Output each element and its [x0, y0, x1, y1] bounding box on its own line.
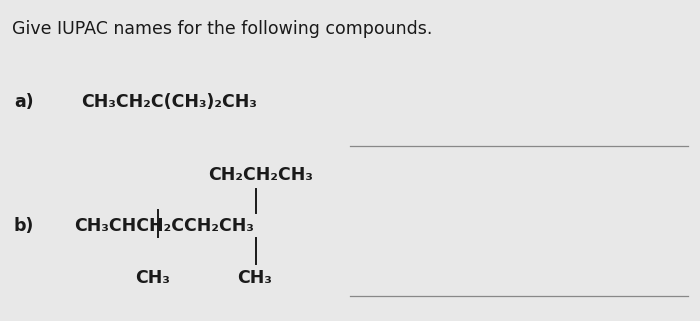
- Text: b): b): [14, 217, 34, 235]
- Text: a): a): [14, 93, 34, 111]
- Text: CH₃: CH₃: [237, 269, 272, 287]
- Text: CH₃CHCH₂CCH₂CH₃: CH₃CHCH₂CCH₂CH₃: [75, 217, 255, 235]
- Text: CH₃CH₂C(CH₃)₂CH₃: CH₃CH₂C(CH₃)₂CH₃: [82, 93, 258, 111]
- Text: CH₃: CH₃: [135, 269, 170, 287]
- Text: Give IUPAC names for the following compounds.: Give IUPAC names for the following compo…: [12, 21, 432, 39]
- Text: CH₂CH₂CH₃: CH₂CH₂CH₃: [208, 166, 313, 184]
